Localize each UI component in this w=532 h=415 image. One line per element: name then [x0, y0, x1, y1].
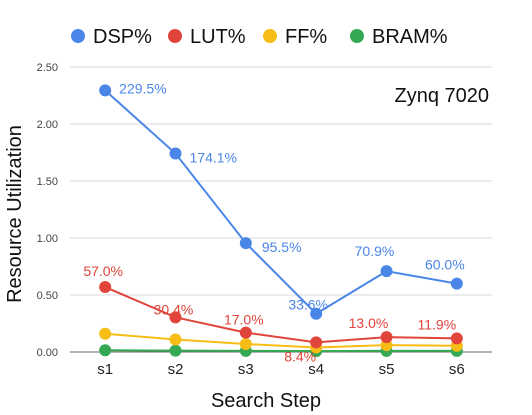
data-label: 60.0%	[425, 257, 465, 273]
data-point	[99, 327, 112, 340]
data-point	[169, 344, 182, 357]
data-label: 30.4%	[154, 301, 194, 317]
series-line	[105, 332, 457, 349]
legend-marker	[71, 29, 85, 43]
data-label: 13.0%	[349, 315, 389, 331]
legend-marker	[263, 29, 277, 43]
series-line	[105, 349, 457, 353]
data-point	[239, 237, 252, 250]
data-point	[380, 265, 393, 278]
data-label: 8.4%	[284, 348, 316, 364]
chart-annotation: Zynq 7020	[394, 85, 489, 107]
data-label: 33.6%	[288, 297, 328, 313]
y-tick-label: 2.00	[37, 119, 58, 131]
x-tick-label: s4	[308, 361, 324, 378]
data-label: 57.0%	[83, 263, 123, 279]
data-point	[169, 147, 182, 160]
y-tick-label: 2.50	[37, 62, 58, 74]
data-point	[99, 84, 112, 97]
x-tick-label: s6	[449, 361, 465, 378]
x-tick-label: s1	[97, 361, 113, 378]
data-point	[310, 307, 323, 320]
data-point	[310, 336, 323, 349]
legend-marker	[350, 29, 364, 43]
legend-label: DSP%	[93, 26, 152, 48]
data-point	[450, 277, 463, 290]
data-label: 229.5%	[119, 80, 166, 96]
data-point	[380, 331, 393, 344]
gridlines	[70, 66, 492, 353]
x-tick-label: s3	[238, 361, 254, 378]
series-layer	[99, 84, 463, 358]
y-tick-label: 1.50	[37, 176, 58, 188]
data-labels-layer: 229.5% 174.1% 95.5% 33.6% 70.9% 60.0% 57.0% 30.…	[83, 80, 464, 364]
legend-label: FF%	[285, 26, 327, 48]
data-point	[239, 338, 252, 351]
legend-label: BRAM%	[372, 26, 448, 48]
data-point	[239, 326, 252, 339]
data-point	[169, 311, 182, 324]
data-label: 95.5%	[262, 239, 302, 255]
legend-label: LUT%	[190, 26, 246, 48]
data-label: 11.9%	[417, 316, 456, 332]
data-label: 174.1%	[190, 150, 237, 166]
legend-marker	[168, 29, 182, 43]
legend: DSP% LUT% FF% BRAM%	[71, 26, 448, 48]
data-point	[99, 344, 112, 357]
data-label: 70.9%	[355, 243, 395, 259]
x-tick-label: s5	[379, 361, 395, 378]
y-axis-ticks: 0.00 0.50 1.00 1.50 2.00 2.50	[37, 62, 58, 359]
x-tick-label: s2	[168, 361, 184, 378]
y-axis-title: Resource Utilization	[4, 125, 26, 303]
y-tick-label: 1.00	[37, 233, 58, 245]
data-label: 17.0%	[224, 312, 264, 328]
x-axis-title: Search Step	[211, 390, 321, 412]
series-line	[104, 286, 457, 344]
data-point	[450, 332, 463, 345]
series-line	[104, 89, 458, 315]
x-axis-ticks: s1 s2 s3 s4 s5 s6	[97, 361, 465, 378]
y-tick-label: 0.00	[37, 347, 58, 359]
y-tick-label: 0.50	[37, 290, 58, 302]
data-point	[99, 281, 112, 294]
data-point	[169, 333, 182, 346]
